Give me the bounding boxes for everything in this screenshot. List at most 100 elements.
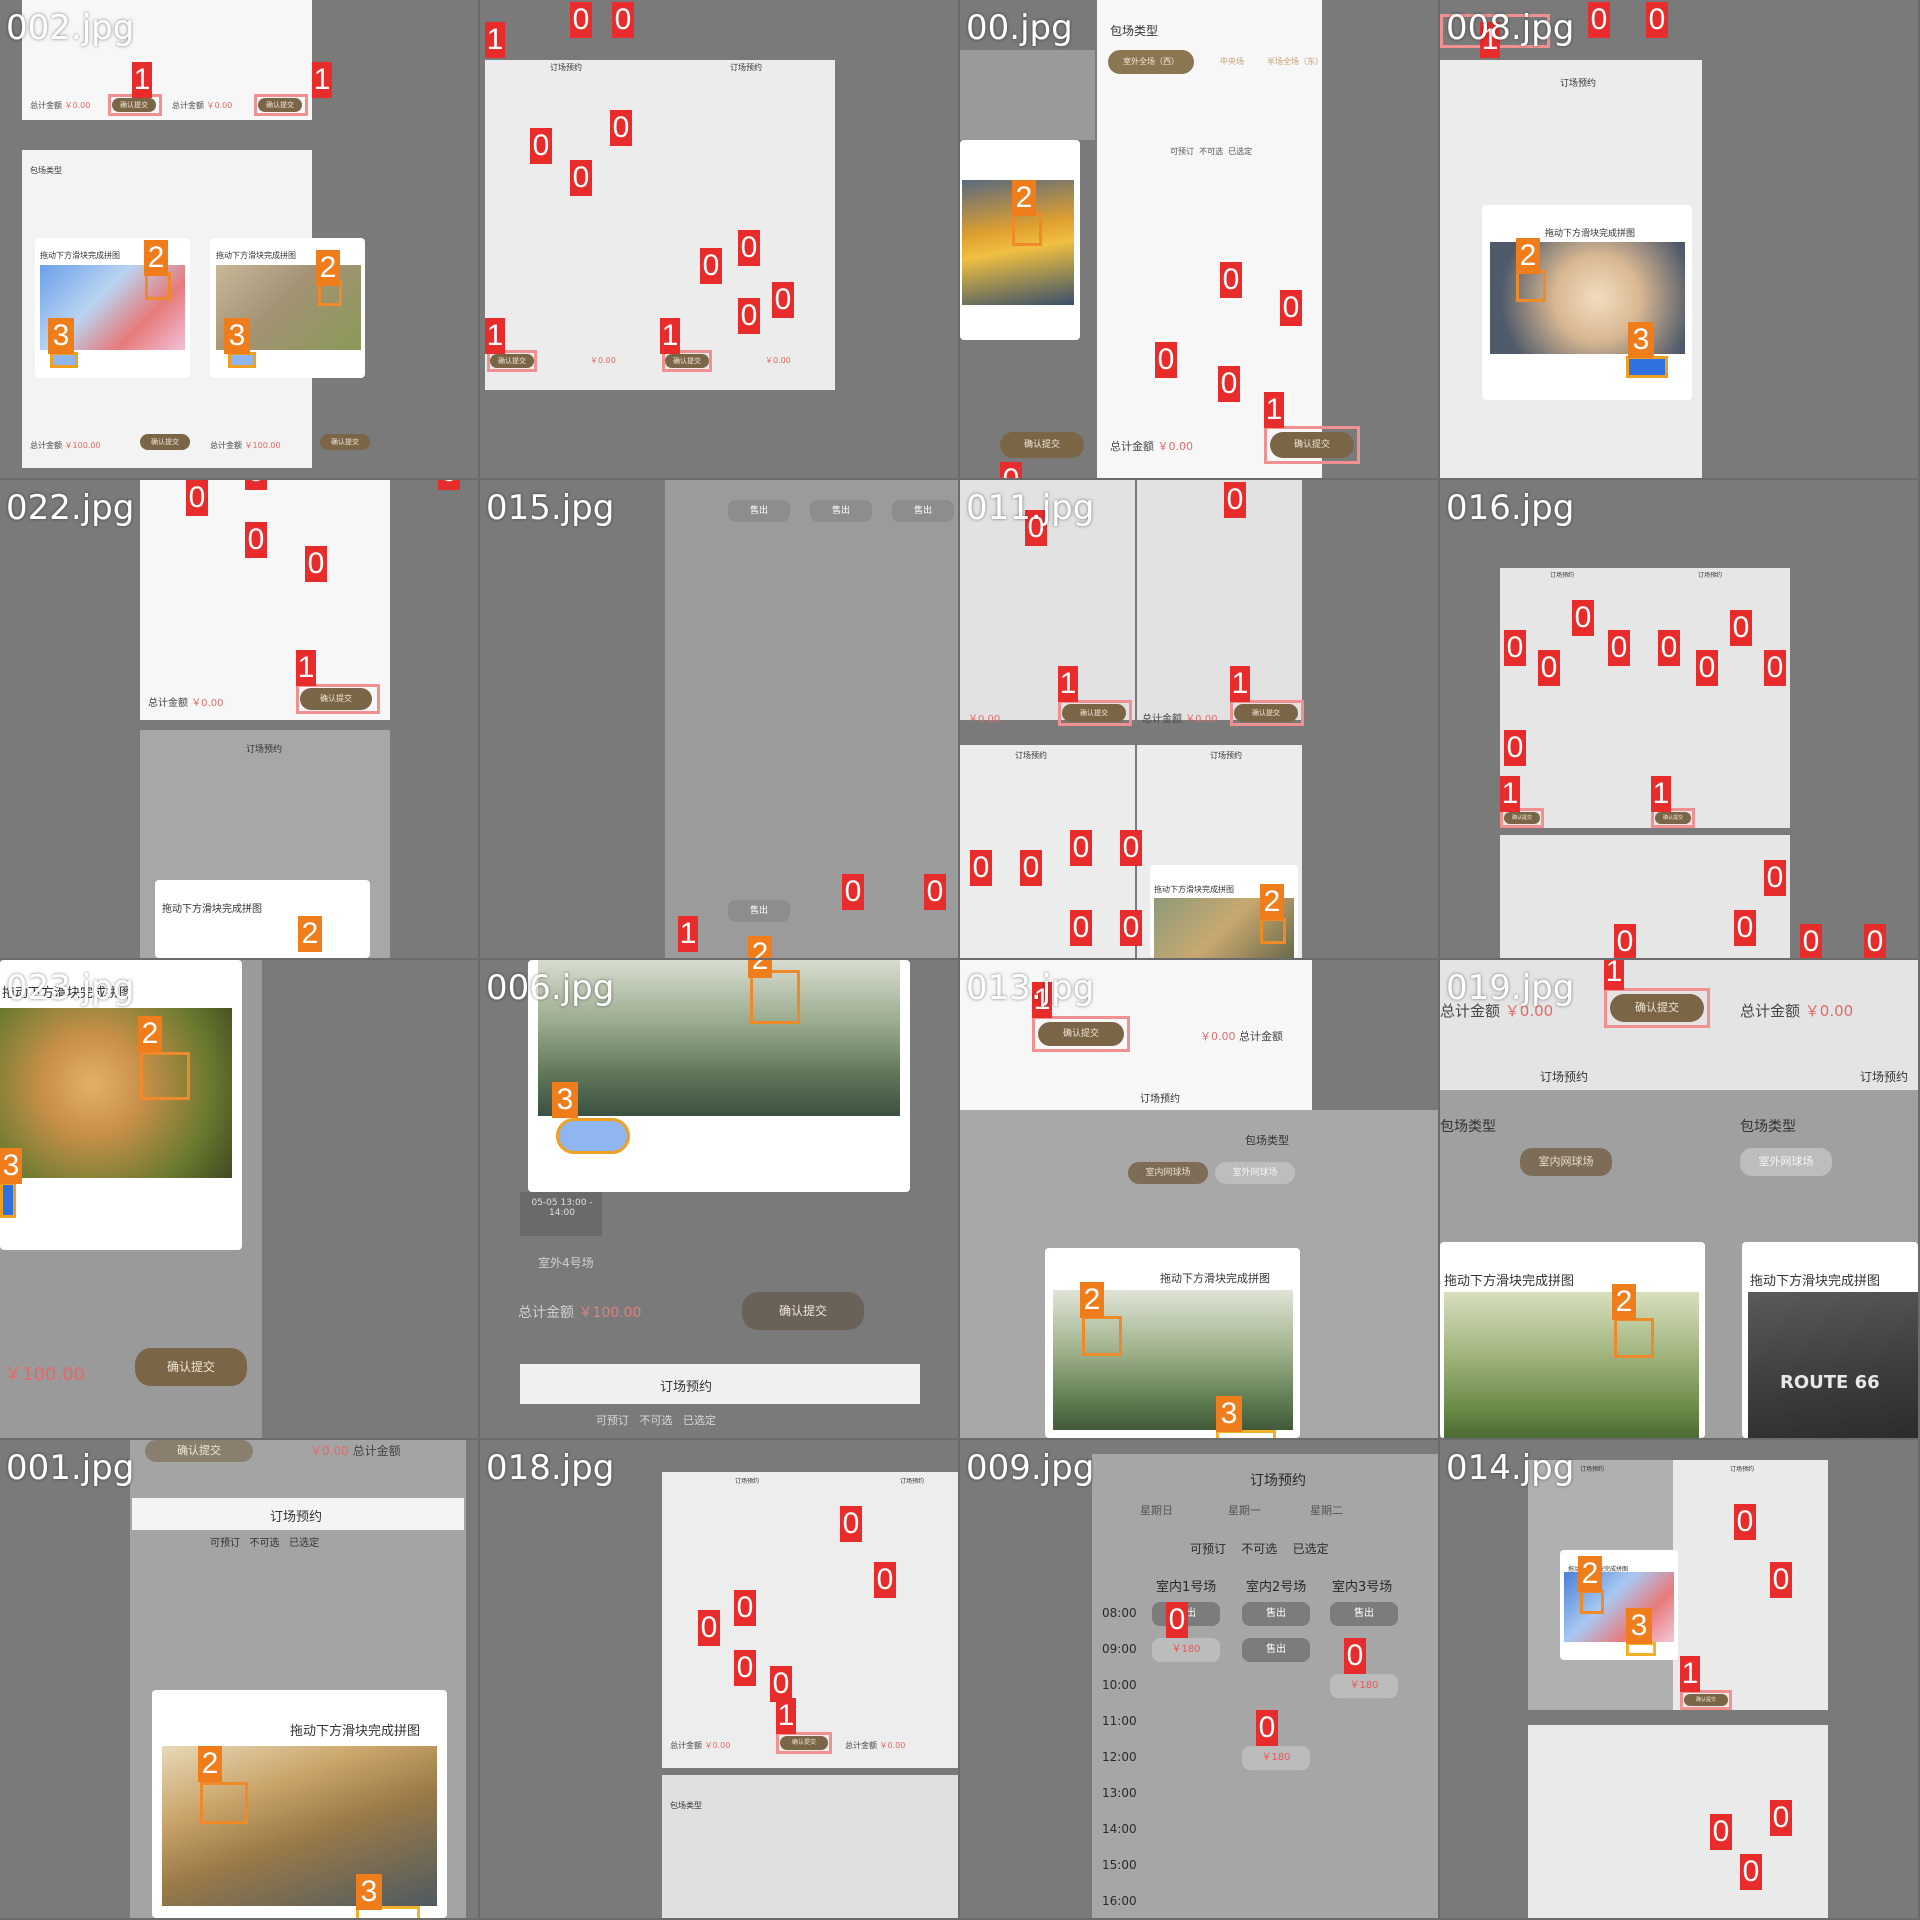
tile-filename: 023.jpg <box>6 968 135 1008</box>
tab-outdoor-full[interactable]: 室外全场（西） <box>1108 50 1194 74</box>
price-slot[interactable]: ￥180 <box>1330 1674 1398 1698</box>
class-label-0: 0 <box>1280 290 1302 326</box>
tab-indoor-net[interactable]: 室内网球场 <box>1520 1148 1612 1176</box>
class-label-0: 0 <box>570 2 592 38</box>
class-label-3: 3 <box>224 318 250 354</box>
class-label-0: 0 <box>1120 830 1142 866</box>
submit-button[interactable]: 确认提交 <box>1684 1694 1728 1706</box>
class-label-0: 0 <box>1070 830 1092 866</box>
total-amount: 总计金额 ￥100.00 <box>30 441 101 450</box>
tile-filename: 022.jpg <box>6 488 135 528</box>
submit-button[interactable]: 确认提交 <box>135 1348 247 1386</box>
tile-filename: 011.jpg <box>966 488 1095 528</box>
class-label-0: 0 <box>1770 1800 1792 1836</box>
submit-button[interactable]: 确认提交 <box>1504 812 1540 824</box>
captcha-title: 拖动下方滑块完成拼图 <box>1750 1274 1881 1289</box>
captcha-title: 拖动下方滑块完成拼图 <box>162 904 262 915</box>
price-slot[interactable]: ￥180 <box>1152 1638 1220 1662</box>
tab-outdoor-net[interactable]: 室外网球场 <box>1215 1162 1295 1184</box>
submit-button[interactable]: 确认提交 <box>1062 704 1126 722</box>
class-label-1: 1 <box>660 318 680 354</box>
class-label-3: 3 <box>356 1874 382 1910</box>
selected-slot-card <box>520 1192 602 1236</box>
slider-handle[interactable] <box>50 352 78 368</box>
detection-box <box>1680 1690 1732 1710</box>
legend: 可预订 不可选 已选定 <box>596 1414 716 1427</box>
submit-button[interactable]: 确认提交 <box>1038 1022 1124 1046</box>
submit-button[interactable]: 确认提交 <box>490 354 534 368</box>
submit-button[interactable]: 确认提交 <box>140 434 190 450</box>
class-label-0: 0 <box>1020 850 1042 886</box>
captcha-card <box>155 880 370 958</box>
class-label-0: 0 <box>570 160 592 196</box>
captcha-image <box>538 960 900 1116</box>
captcha-title: 拖动下方滑块完成拼图 <box>290 1724 421 1739</box>
submit-button[interactable]: 确认提交 <box>1610 994 1704 1022</box>
class-label-0: 0 <box>1572 600 1594 636</box>
tab-outdoor-net[interactable]: 室外网球场 <box>1740 1148 1832 1176</box>
class-label-0: 0 <box>1120 910 1142 946</box>
class-label-0: 0 <box>1764 860 1786 896</box>
class-label-0: 0 <box>842 874 864 910</box>
detection-box <box>1264 426 1360 464</box>
slider-handle[interactable] <box>1626 356 1668 378</box>
booking-title: 订场预约 <box>730 63 762 72</box>
class-label-0: 0 <box>1614 924 1636 958</box>
class-label-0: 0 <box>1734 910 1756 946</box>
time-1100: 11:00 <box>1102 1714 1137 1728</box>
submit-button[interactable]: 确认提交 <box>1000 432 1084 458</box>
class-label-3: 3 <box>1626 1608 1652 1644</box>
class-label-0: 0 <box>734 1650 756 1686</box>
class-label-0: 0 <box>1155 342 1177 378</box>
submit-button[interactable]: 确认提交 <box>320 434 370 450</box>
class-label-0: 0 <box>1770 1562 1792 1598</box>
class-label-0: 0 <box>1538 650 1560 686</box>
submit-button[interactable]: 确认提交 <box>1270 432 1354 458</box>
class-label-1: 1 <box>1651 776 1671 812</box>
price-slot[interactable]: ￥180 <box>1242 1746 1310 1770</box>
detection-box <box>1651 808 1695 828</box>
booking-title: 订场预约 <box>1730 1466 1755 1473</box>
submit-button[interactable]: 确认提交 <box>145 1440 253 1462</box>
tile-011: 011.jpg ￥0.00 总计金额 ￥0.00 确认提交 确认提交 1 1 订… <box>960 480 1438 958</box>
class-label-2: 2 <box>1578 1556 1602 1592</box>
submit-button[interactable]: 确认提交 <box>665 354 709 368</box>
booking-title: 订场预约 <box>550 63 582 72</box>
submit-button[interactable]: 确认提交 <box>742 1292 864 1330</box>
slider-handle[interactable] <box>228 352 256 368</box>
booking-header <box>132 1498 464 1530</box>
submit-button[interactable]: 确认提交 <box>300 688 372 710</box>
booking-title: 订场预约 <box>270 1510 323 1525</box>
class-label-2: 2 <box>138 1016 162 1052</box>
class-label-0: 0 <box>1166 1602 1188 1638</box>
class-label-0: 0 <box>700 248 722 284</box>
total-amount: 总计金额 ￥0.00 <box>172 101 233 110</box>
time-1400: 14:00 <box>1102 1822 1137 1836</box>
submit-button[interactable]: 确认提交 <box>1655 812 1691 824</box>
sold-slot: 售出 <box>728 500 790 522</box>
tab-half[interactable]: 半场全场（东） <box>1267 57 1323 66</box>
submit-button[interactable]: 确认提交 <box>258 98 302 112</box>
slider-handle[interactable] <box>0 1182 16 1218</box>
booking-title: 订场预约 <box>246 745 283 755</box>
class-label-0: 0 <box>1710 1814 1732 1850</box>
slider-handle[interactable] <box>556 1118 630 1154</box>
detection-box <box>776 1732 832 1754</box>
submit-button[interactable]: 确认提交 <box>1234 704 1298 722</box>
class-label-0: 0 <box>1220 262 1242 298</box>
tab-indoor-net[interactable]: 室内网球场 <box>1128 1162 1208 1184</box>
class-label-2: 2 <box>144 240 168 276</box>
class-label-1: 1 <box>485 22 505 58</box>
puzzle-box <box>1082 1316 1122 1356</box>
slider-box <box>1626 1642 1656 1656</box>
class-label-0: 0 <box>1224 482 1246 518</box>
submit-button[interactable]: 确认提交 <box>780 1736 828 1750</box>
tile-filename: 006.jpg <box>486 968 615 1008</box>
submit-button[interactable]: 确认提交 <box>112 98 156 112</box>
class-label-0: 0 <box>1696 650 1718 686</box>
class-label-0: 0 <box>970 850 992 886</box>
total-amount: ￥0.00 <box>590 356 616 365</box>
tab-middle[interactable]: 中央场 <box>1220 57 1244 66</box>
tile-019: 019.jpg 总计金额 ￥0.00 总计金额 ￥0.00 确认提交 1 订场预… <box>1440 960 1918 1438</box>
puzzle-box <box>200 1782 248 1824</box>
